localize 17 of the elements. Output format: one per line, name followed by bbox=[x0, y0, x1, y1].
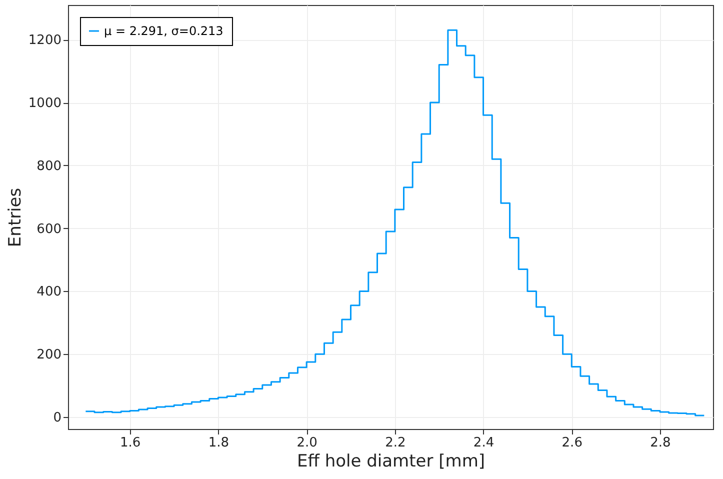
x-tick-label: 2.0 bbox=[296, 436, 318, 450]
y-tick-label: 800 bbox=[36, 158, 62, 174]
y-tick-label: 200 bbox=[36, 348, 62, 363]
x-tick-label: 2.4 bbox=[473, 436, 494, 450]
legend-label: μ = 2.291, σ=0.213 bbox=[104, 24, 224, 38]
x-tick-label: 2.8 bbox=[650, 436, 671, 450]
y-tick-label: 0 bbox=[53, 410, 62, 426]
y-tick-label: 1200 bbox=[28, 33, 62, 48]
x-tick-label: 2.6 bbox=[562, 436, 582, 450]
y-tick-label: 600 bbox=[36, 222, 62, 237]
x-axis-title: Eff hole diamter [mm] bbox=[296, 452, 486, 472]
y-axis-title: Entries bbox=[5, 188, 26, 248]
y-tick-label: 1000 bbox=[28, 96, 62, 112]
x-tick-label: 1.6 bbox=[120, 436, 141, 450]
x-tick-label: 1.8 bbox=[208, 436, 230, 450]
x-tick-label: 2.2 bbox=[385, 436, 406, 450]
y-tick-label: 400 bbox=[36, 284, 62, 300]
